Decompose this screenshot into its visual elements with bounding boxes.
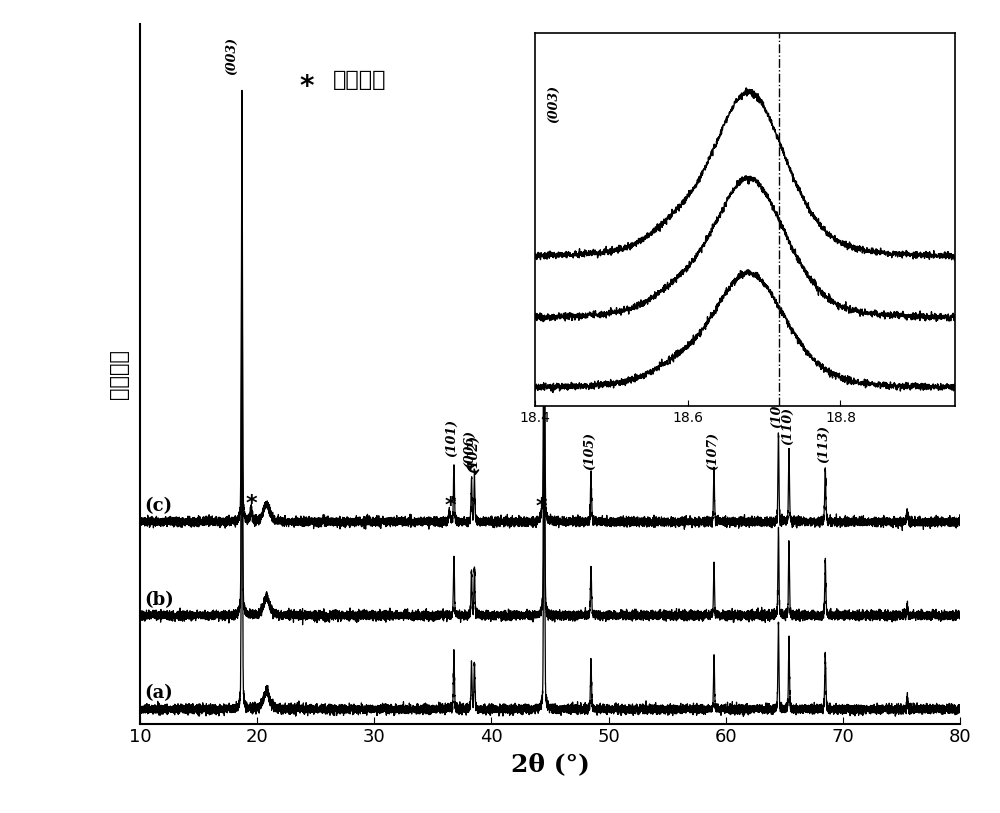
Text: (b): (b) bbox=[145, 590, 174, 609]
Text: (108): (108) bbox=[770, 390, 783, 428]
Text: (006): (006) bbox=[463, 430, 476, 467]
Text: *: * bbox=[245, 493, 257, 514]
Text: (c): (c) bbox=[145, 497, 173, 515]
Text: (003): (003) bbox=[225, 37, 238, 75]
Text: (003): (003) bbox=[548, 85, 561, 123]
Text: *: * bbox=[536, 498, 548, 517]
Text: (107): (107) bbox=[706, 432, 719, 470]
Text: (104): (104) bbox=[535, 73, 548, 111]
Text: (a): (a) bbox=[145, 685, 173, 702]
Text: (113): (113) bbox=[817, 424, 830, 463]
Y-axis label: 补射强度: 补射强度 bbox=[109, 349, 129, 399]
Text: *: * bbox=[445, 496, 456, 516]
Text: 尖晶石相: 尖晶石相 bbox=[333, 70, 386, 90]
Text: *: * bbox=[300, 73, 314, 102]
X-axis label: 2θ (°): 2θ (°) bbox=[511, 752, 589, 776]
Text: (110): (110) bbox=[781, 407, 794, 446]
Text: (101): (101) bbox=[446, 419, 459, 457]
Text: (102): (102) bbox=[467, 435, 480, 472]
Text: (105): (105) bbox=[583, 432, 596, 470]
